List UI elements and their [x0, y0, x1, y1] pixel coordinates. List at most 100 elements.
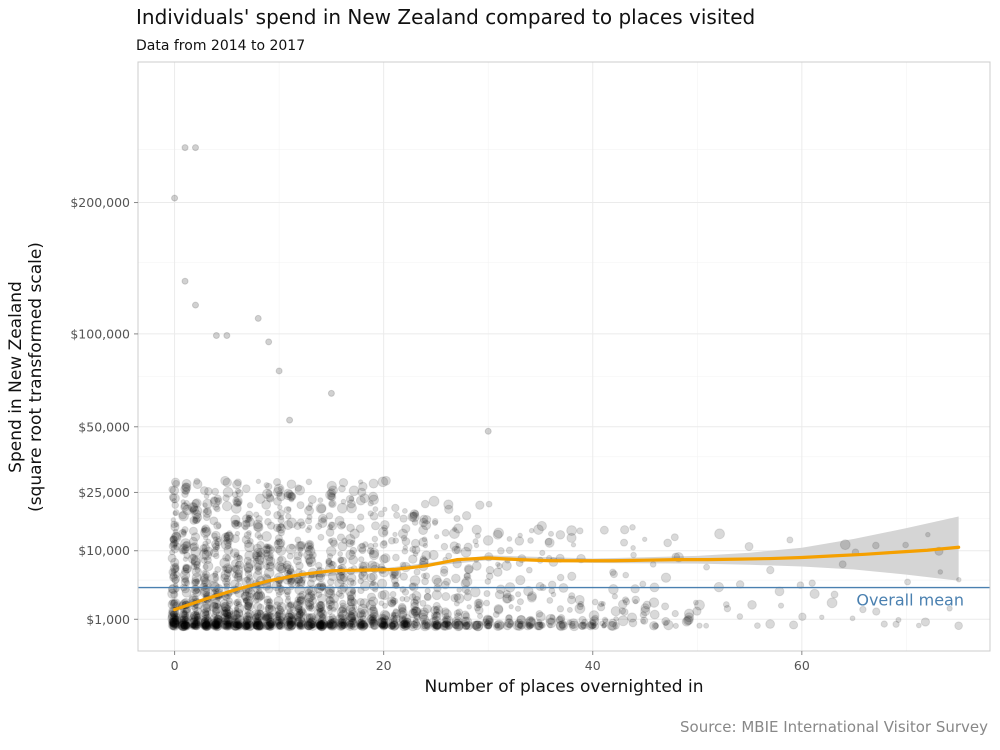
x-axis-label: Number of places overnighted in	[424, 677, 704, 697]
data-point	[313, 608, 324, 620]
data-point	[181, 621, 190, 630]
data-point	[328, 521, 338, 531]
data-point	[296, 621, 304, 629]
data-point	[168, 485, 177, 494]
data-point	[371, 614, 378, 621]
data-point	[232, 520, 240, 527]
data-point	[371, 521, 381, 531]
data-point	[348, 606, 357, 615]
data-point	[350, 616, 357, 623]
data-point	[221, 606, 228, 613]
data-point	[210, 539, 220, 549]
data-point	[243, 531, 252, 540]
data-point	[169, 493, 180, 504]
data-point	[431, 589, 443, 601]
data-point	[200, 620, 211, 631]
data-point	[253, 557, 260, 564]
data-point	[168, 621, 179, 631]
data-point	[263, 550, 275, 562]
data-point	[379, 589, 390, 601]
data-point	[408, 554, 418, 564]
data-point	[263, 614, 270, 622]
data-point	[202, 603, 212, 613]
data-point	[294, 615, 303, 624]
data-point	[283, 620, 294, 632]
data-point	[263, 481, 270, 489]
data-point	[326, 491, 336, 501]
data-point	[276, 525, 283, 532]
data-point	[315, 621, 325, 631]
data-point	[419, 599, 427, 607]
data-point	[285, 513, 292, 520]
data-point	[194, 567, 201, 574]
data-point	[390, 617, 398, 625]
data-point	[418, 525, 429, 536]
data-point	[202, 619, 211, 628]
data-point	[389, 573, 397, 580]
data-point	[399, 572, 409, 581]
data-point	[181, 609, 188, 616]
data-point	[620, 607, 629, 616]
data-point	[418, 537, 429, 547]
data-point	[327, 492, 337, 502]
data-point	[381, 610, 391, 621]
data-point	[202, 621, 212, 631]
data-point	[515, 574, 526, 586]
data-point	[254, 589, 266, 601]
data-point	[168, 583, 179, 595]
data-point	[203, 613, 211, 621]
data-point	[304, 517, 313, 525]
data-point	[173, 615, 180, 623]
data-point	[252, 547, 263, 558]
data-point	[608, 584, 619, 595]
data-point	[345, 538, 355, 548]
data-point	[212, 621, 220, 628]
data-point	[212, 622, 220, 629]
data-point	[390, 611, 397, 618]
data-point	[265, 617, 276, 628]
data-point	[305, 618, 316, 630]
y-tick-label: $100,000	[70, 326, 130, 341]
data-point	[412, 617, 419, 624]
data-point	[169, 617, 180, 629]
data-point	[275, 523, 287, 534]
data-point	[201, 619, 211, 629]
data-point	[327, 604, 333, 611]
data-point	[223, 574, 232, 583]
data-point	[213, 614, 223, 624]
data-point	[183, 615, 190, 622]
data-point	[296, 619, 306, 629]
data-point	[288, 613, 295, 620]
data-point	[225, 619, 233, 627]
data-point	[324, 584, 336, 596]
data-point	[306, 579, 315, 588]
data-point	[316, 504, 327, 514]
data-point	[325, 619, 337, 631]
data-point	[476, 613, 484, 620]
data-point	[652, 622, 660, 629]
data-point	[244, 610, 251, 618]
data-point	[849, 615, 856, 622]
data-point	[275, 611, 286, 623]
data-point	[308, 596, 318, 606]
data-point	[277, 605, 283, 612]
data-point	[202, 609, 210, 617]
data-point	[398, 615, 407, 624]
data-point	[441, 591, 451, 602]
data-point	[208, 618, 220, 630]
data-point	[230, 619, 242, 631]
data-point	[315, 603, 324, 613]
data-point	[199, 574, 210, 585]
data-point	[264, 604, 272, 612]
data-point	[211, 619, 221, 629]
data-point	[398, 616, 410, 628]
data-point	[819, 614, 825, 620]
data-point	[357, 620, 365, 628]
data-point	[233, 605, 240, 611]
data-point	[211, 487, 220, 496]
data-point	[199, 543, 208, 553]
data-point	[255, 621, 264, 630]
data-point	[293, 603, 303, 613]
data-point	[376, 616, 387, 628]
data-point	[230, 559, 239, 568]
